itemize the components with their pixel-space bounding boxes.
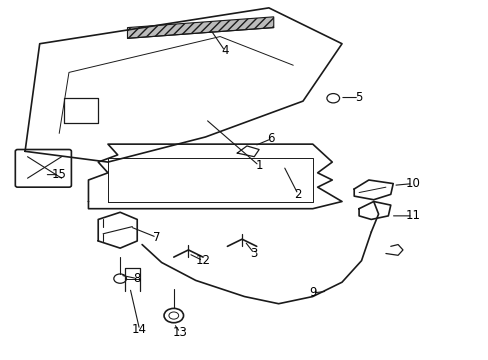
Text: 7: 7 — [153, 231, 160, 244]
Text: 1: 1 — [255, 159, 263, 172]
Text: 4: 4 — [221, 44, 228, 57]
Text: 10: 10 — [405, 177, 419, 190]
Polygon shape — [127, 17, 273, 39]
Text: 8: 8 — [133, 272, 141, 285]
Text: 5: 5 — [355, 91, 362, 104]
Text: 14: 14 — [132, 323, 147, 336]
Text: 6: 6 — [267, 132, 275, 145]
Text: 15: 15 — [52, 168, 66, 181]
Text: 3: 3 — [250, 247, 257, 260]
Text: 9: 9 — [308, 287, 316, 300]
Text: 12: 12 — [195, 254, 210, 267]
Text: 11: 11 — [405, 210, 419, 222]
Text: 2: 2 — [294, 188, 301, 201]
Text: 13: 13 — [172, 326, 187, 339]
